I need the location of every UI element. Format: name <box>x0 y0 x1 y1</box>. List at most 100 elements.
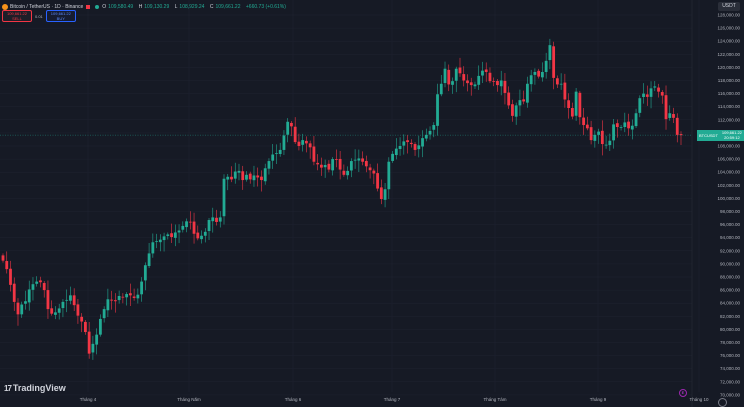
candle-body <box>173 232 177 238</box>
candle-body <box>649 88 653 97</box>
gear-icon[interactable] <box>718 398 727 407</box>
candle-body <box>76 304 80 316</box>
y-tick-label: 100,000.00 <box>717 196 740 201</box>
candle-body <box>653 86 657 88</box>
candle-body <box>529 75 533 85</box>
x-tick-label: Tháng 6 <box>285 397 302 402</box>
candle-body <box>361 158 365 162</box>
candle-body <box>260 176 263 181</box>
candle-body <box>132 296 136 298</box>
candle-body <box>69 295 72 301</box>
candle-body <box>634 113 638 127</box>
candle-body <box>481 70 484 76</box>
candle-body <box>95 334 99 345</box>
candle-body <box>87 331 91 354</box>
candle-body <box>72 295 76 306</box>
candle-body <box>196 232 200 239</box>
candle-body <box>488 72 492 82</box>
candle-body <box>511 104 514 116</box>
candle-body <box>155 240 158 242</box>
candle-body <box>608 140 612 146</box>
tradingview-logo[interactable]: 17 TradingView <box>4 383 66 393</box>
candle-body <box>316 162 320 165</box>
candle-body <box>585 124 589 129</box>
candle-body <box>402 141 406 146</box>
candle-body <box>5 261 9 270</box>
candle-body <box>136 294 140 299</box>
candle-body <box>278 149 282 154</box>
candle-body <box>128 293 132 296</box>
candle-body <box>192 221 196 234</box>
candle-body <box>346 170 350 176</box>
candle-body <box>413 144 417 150</box>
candle-body <box>305 140 308 144</box>
y-tick-label: 94,000.00 <box>720 235 741 240</box>
y-tick-label: 126,000.00 <box>717 26 740 31</box>
candle-body <box>27 289 31 303</box>
candle-body <box>143 265 147 281</box>
candle-body <box>462 74 466 81</box>
symbol-title[interactable]: Bitcoin / TetherUS · 1D · Binance <box>10 4 84 10</box>
candle-body <box>207 220 211 232</box>
candle-body <box>391 153 394 161</box>
candle-body <box>233 171 237 179</box>
candle-body <box>398 146 402 150</box>
candle-body <box>147 253 151 266</box>
y-tick-label: 88,000.00 <box>720 275 741 280</box>
y-tick-label: 76,000.00 <box>720 353 741 358</box>
candle-body <box>181 225 185 230</box>
y-tick-label: 70,000.00 <box>720 392 741 397</box>
candle-body <box>657 87 660 92</box>
y-tick-label: 106,000.00 <box>717 157 740 162</box>
candle-body <box>256 175 260 178</box>
candle-body <box>372 170 376 174</box>
y-tick-label: 122,000.00 <box>717 52 740 57</box>
candle-body <box>387 161 391 190</box>
y-tick-label: 98,000.00 <box>720 209 741 214</box>
y-tick-label: 72,000.00 <box>720 379 741 384</box>
candle-body <box>627 121 630 129</box>
candle-body <box>353 159 357 161</box>
x-tick-label: Tháng 4 <box>80 397 97 402</box>
candle-body <box>342 170 346 175</box>
candle-body <box>589 127 593 141</box>
candle-body <box>443 68 447 83</box>
event-marker-icon[interactable]: E <box>679 389 687 397</box>
sell-button[interactable]: 109,661.22 SELL <box>2 10 32 22</box>
candle-body <box>379 187 383 200</box>
candle-body <box>615 123 619 128</box>
y-tick-label: 102,000.00 <box>717 183 740 188</box>
candle-body <box>110 299 114 301</box>
candle-body <box>604 144 608 146</box>
candle-body <box>421 138 424 147</box>
candle-body <box>458 67 462 74</box>
candle-body <box>473 84 477 87</box>
candle-body <box>454 68 458 81</box>
market-status-icon <box>86 5 91 9</box>
buy-button[interactable]: 109,661.22 BUY <box>45 10 76 22</box>
candle-body <box>492 81 496 82</box>
y-tick-label: 104,000.00 <box>717 170 740 175</box>
candle-body <box>544 60 548 72</box>
candle-body <box>630 125 634 130</box>
candle-body <box>263 168 267 182</box>
candle-body <box>286 121 290 135</box>
currency-selector[interactable]: USDT <box>718 2 740 11</box>
candle-body <box>20 304 24 315</box>
candle-body <box>248 173 252 180</box>
candle-body <box>559 83 563 85</box>
candle-body <box>432 125 436 130</box>
candle-body <box>642 93 645 98</box>
y-tick-label: 108,000.00 <box>717 144 740 149</box>
candle-body <box>185 221 188 228</box>
candle-body <box>203 231 207 236</box>
candle-body <box>91 343 95 353</box>
trade-buttons: 109,661.22 SELL 0.01 109,661.22 BUY <box>2 10 76 22</box>
candle-body <box>24 301 27 304</box>
price-tag-symbol: BTCUSDT <box>697 130 720 141</box>
y-tick-label: 84,000.00 <box>720 301 741 306</box>
y-tick-label: 116,000.00 <box>718 91 741 96</box>
candle-body <box>237 170 241 173</box>
x-tick-label: Tháng 9 <box>590 397 607 402</box>
